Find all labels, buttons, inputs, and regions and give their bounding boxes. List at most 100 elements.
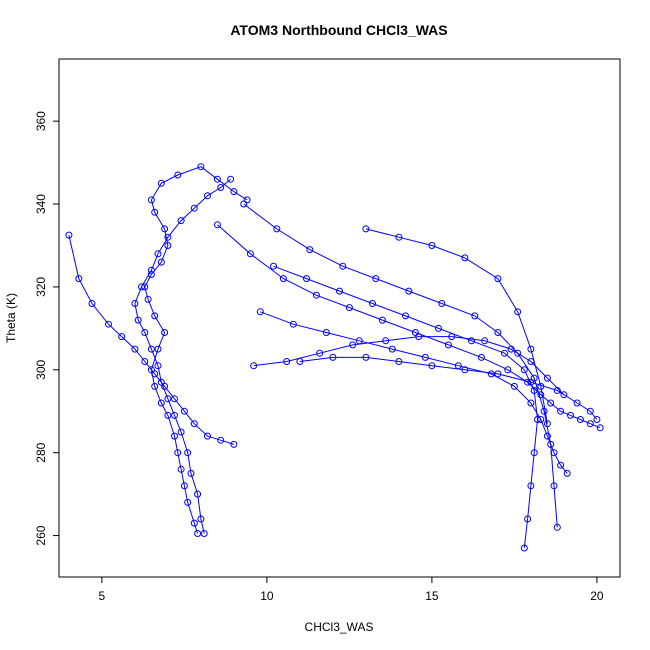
data-point xyxy=(157,399,165,407)
data-point xyxy=(180,407,188,415)
data-point xyxy=(105,320,112,328)
series-8 xyxy=(362,225,551,428)
data-point xyxy=(514,349,522,357)
data-point xyxy=(593,416,601,423)
data-point xyxy=(494,329,502,336)
data-point xyxy=(65,231,73,239)
data-point xyxy=(524,515,532,523)
series-3 xyxy=(213,221,604,432)
data-point xyxy=(187,469,195,477)
data-point xyxy=(557,461,565,469)
series-line xyxy=(68,234,235,445)
data-point xyxy=(428,242,436,249)
y-tick-label: 340 xyxy=(34,194,48,214)
data-point xyxy=(164,395,172,403)
data-point xyxy=(560,391,568,399)
data-point xyxy=(154,250,162,258)
data-point xyxy=(197,515,205,523)
data-point xyxy=(204,192,211,200)
chart-title: ATOM3 Northbound CHCl3_WAS xyxy=(230,22,447,38)
data-point xyxy=(527,358,535,365)
data-point xyxy=(421,353,429,361)
series-line xyxy=(365,228,548,424)
y-tick-label: 280 xyxy=(34,442,48,462)
data-point xyxy=(547,440,555,448)
data-point xyxy=(157,258,165,266)
data-point xyxy=(270,262,277,270)
data-point xyxy=(553,523,561,531)
data-point xyxy=(194,530,202,537)
data-point xyxy=(151,312,159,320)
data-point xyxy=(151,208,159,216)
data-point xyxy=(151,382,159,390)
series-line xyxy=(144,166,248,534)
data-point xyxy=(190,519,198,527)
data-point xyxy=(217,184,225,191)
data-point xyxy=(501,349,508,357)
data-point xyxy=(316,349,324,357)
data-point xyxy=(530,449,538,457)
data-point xyxy=(138,283,145,291)
series-0 xyxy=(141,163,251,537)
data-point xyxy=(537,382,545,390)
data-point xyxy=(596,424,604,432)
data-point xyxy=(180,482,188,490)
data-point xyxy=(550,482,558,490)
data-point xyxy=(134,316,142,324)
data-point xyxy=(213,221,221,229)
data-point xyxy=(147,196,155,204)
data-point xyxy=(213,175,221,183)
series-line xyxy=(243,203,558,528)
data-point xyxy=(481,337,489,345)
data-point xyxy=(190,204,198,212)
data-point xyxy=(510,382,518,390)
data-point xyxy=(197,163,205,171)
data-point xyxy=(388,345,396,353)
data-point xyxy=(190,420,198,428)
data-point xyxy=(543,374,551,382)
data-point xyxy=(586,407,594,415)
data-point xyxy=(520,366,528,374)
data-point xyxy=(576,416,584,423)
data-point xyxy=(164,233,172,241)
data-point xyxy=(567,411,574,419)
data-point xyxy=(230,440,238,448)
data-point xyxy=(471,312,479,320)
data-layer xyxy=(65,163,604,552)
data-point xyxy=(382,337,390,345)
data-point xyxy=(161,329,169,336)
data-point xyxy=(151,370,159,378)
data-point xyxy=(289,320,297,328)
data-point xyxy=(273,225,281,233)
y-tick-label: 320 xyxy=(34,277,48,297)
data-point xyxy=(147,266,155,274)
data-point xyxy=(534,416,541,423)
data-point xyxy=(527,399,535,407)
series-6 xyxy=(240,200,561,531)
data-point xyxy=(530,387,538,394)
data-point xyxy=(527,345,535,353)
data-point xyxy=(514,308,522,316)
data-point xyxy=(144,295,152,303)
data-point xyxy=(372,275,380,283)
data-point xyxy=(256,308,264,316)
data-point xyxy=(362,353,370,361)
data-point xyxy=(336,287,343,295)
data-point xyxy=(345,304,353,312)
data-point xyxy=(339,262,347,270)
y-axis: 260 280 300 320 340 360 xyxy=(34,111,59,546)
data-point xyxy=(312,291,320,299)
data-point xyxy=(131,345,139,353)
data-point xyxy=(171,432,178,440)
data-point xyxy=(164,411,172,419)
data-point xyxy=(547,399,555,407)
x-tick-label: 20 xyxy=(590,589,604,603)
data-point xyxy=(283,358,291,365)
data-point xyxy=(75,275,83,283)
data-point xyxy=(154,345,162,353)
data-point xyxy=(177,428,185,436)
data-point xyxy=(329,353,337,361)
y-tick-label: 260 xyxy=(34,525,48,545)
data-point xyxy=(586,420,594,428)
